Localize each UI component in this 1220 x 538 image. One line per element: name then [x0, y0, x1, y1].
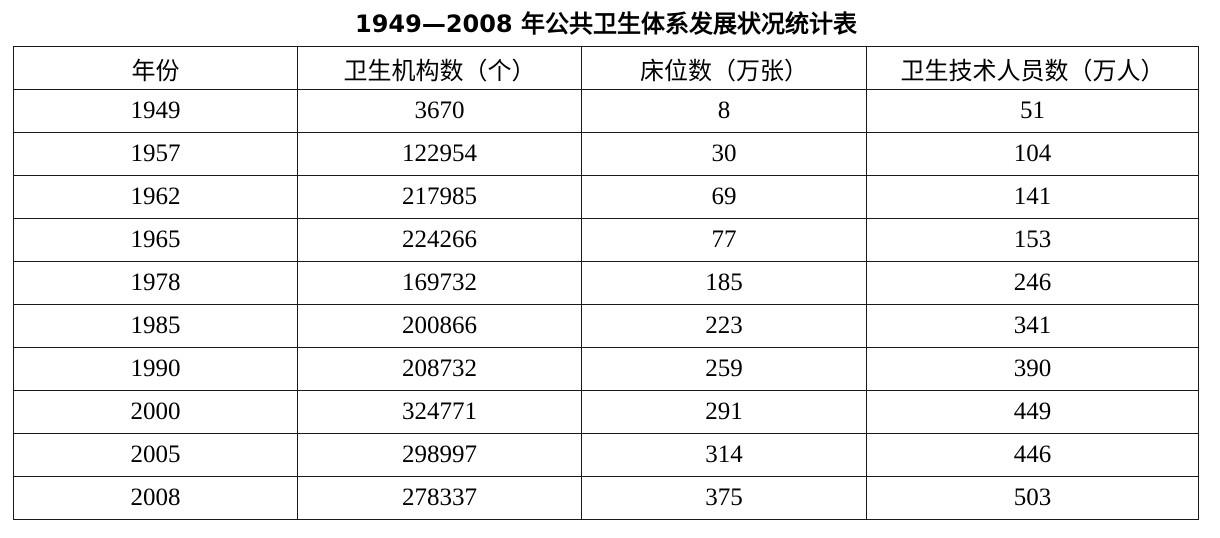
cell-institutions: 3670	[297, 89, 582, 133]
cell-beds: 185	[581, 261, 867, 305]
cell-beds: 259	[581, 347, 867, 391]
cell-institutions: 169732	[297, 261, 582, 305]
cell-institutions: 278337	[297, 476, 582, 520]
table-row: 1965 224266 77 153	[13, 218, 1199, 262]
table-header-row: 年份 卫生机构数（个） 床位数（万张） 卫生技术人员数（万人）	[13, 46, 1199, 90]
cell-technicians: 446	[866, 433, 1199, 477]
cell-year: 2005	[13, 433, 298, 477]
cell-year: 1978	[13, 261, 298, 305]
cell-year: 1965	[13, 218, 298, 262]
cell-beds: 375	[581, 476, 867, 520]
statistics-table: 年份 卫生机构数（个） 床位数（万张） 卫生技术人员数（万人） 1949 367…	[13, 46, 1199, 520]
cell-beds: 223	[581, 304, 867, 348]
cell-institutions: 208732	[297, 347, 582, 391]
cell-year: 2008	[13, 476, 298, 520]
table-row: 1957 122954 30 104	[13, 132, 1199, 176]
cell-technicians: 341	[866, 304, 1199, 348]
table-row: 1985 200866 223 341	[13, 304, 1199, 348]
table-row: 1978 169732 185 246	[13, 261, 1199, 305]
cell-technicians: 390	[866, 347, 1199, 391]
cell-institutions: 217985	[297, 175, 582, 219]
cell-technicians: 503	[866, 476, 1199, 520]
header-health-institutions: 卫生机构数（个）	[297, 46, 582, 90]
cell-technicians: 104	[866, 132, 1199, 176]
cell-institutions: 224266	[297, 218, 582, 262]
header-beds: 床位数（万张）	[581, 46, 867, 90]
cell-beds: 314	[581, 433, 867, 477]
cell-year: 2000	[13, 390, 298, 434]
cell-beds: 8	[581, 89, 867, 133]
table-row: 2005 298997 314 446	[13, 433, 1199, 477]
cell-year: 1985	[13, 304, 298, 348]
cell-year: 1990	[13, 347, 298, 391]
header-year: 年份	[13, 46, 298, 90]
cell-technicians: 141	[866, 175, 1199, 219]
cell-year: 1957	[13, 132, 298, 176]
cell-institutions: 298997	[297, 433, 582, 477]
cell-institutions: 324771	[297, 390, 582, 434]
cell-year: 1962	[13, 175, 298, 219]
table-row: 2000 324771 291 449	[13, 390, 1199, 434]
table-row: 1990 208732 259 390	[13, 347, 1199, 391]
table-row: 1949 3670 8 51	[13, 89, 1199, 133]
cell-beds: 30	[581, 132, 867, 176]
cell-beds: 291	[581, 390, 867, 434]
cell-technicians: 449	[866, 390, 1199, 434]
table-row: 1962 217985 69 141	[13, 175, 1199, 219]
cell-year: 1949	[13, 89, 298, 133]
cell-technicians: 153	[866, 218, 1199, 262]
table-title: 1949—2008 年公共卫生体系发展状况统计表	[355, 10, 857, 38]
cell-institutions: 200866	[297, 304, 582, 348]
cell-beds: 69	[581, 175, 867, 219]
header-health-technicians: 卫生技术人员数（万人）	[866, 46, 1199, 90]
cell-technicians: 246	[866, 261, 1199, 305]
cell-institutions: 122954	[297, 132, 582, 176]
cell-technicians: 51	[866, 89, 1199, 133]
cell-beds: 77	[581, 218, 867, 262]
table-row: 2008 278337 375 503	[13, 476, 1199, 520]
